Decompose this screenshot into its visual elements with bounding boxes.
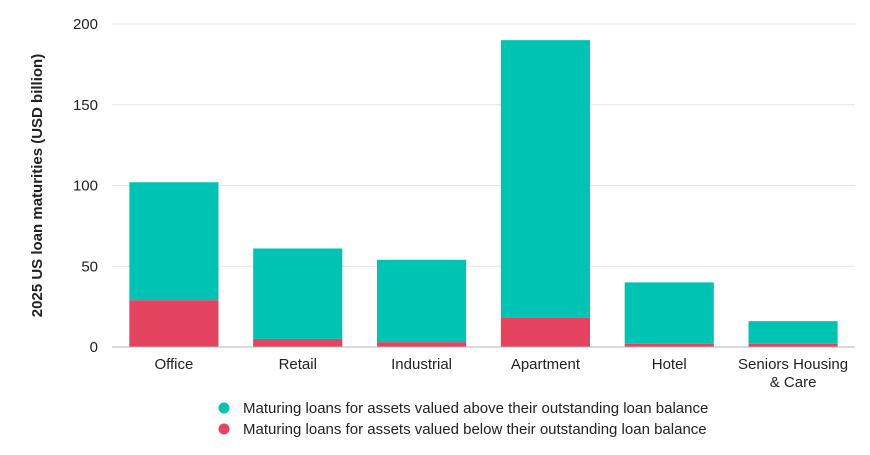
x-category-label: Seniors Housing & Care — [738, 356, 848, 391]
legend-label: Maturing loans for assets valued below t… — [243, 421, 707, 438]
bar-below-value-6 — [748, 343, 838, 347]
y-tick-label: 0 — [90, 339, 98, 356]
x-category-label: Office — [154, 356, 193, 373]
bar-below-value-4 — [500, 317, 590, 347]
x-category-label-line: Office — [154, 356, 193, 373]
bar-above-value-2 — [253, 248, 343, 339]
x-category-label: Industrial — [391, 356, 452, 373]
gridlines — [112, 23, 855, 267]
bar-below-value-1 — [129, 300, 219, 347]
x-category-label-line: Retail — [279, 356, 317, 373]
bar-below-value-2 — [253, 338, 343, 347]
x-category-label-line: Industrial — [391, 356, 452, 373]
y-tick-label: 200 — [73, 16, 98, 33]
bar-above-value-1 — [129, 182, 219, 301]
bar-below-value-3 — [377, 342, 467, 347]
bar-above-value-6 — [748, 321, 838, 344]
x-axis-categories: Office Retail Industrial Apartment Hotel Seni… — [154, 356, 848, 391]
x-category-label-line: & Care — [770, 374, 817, 391]
x-category-label-line: Seniors Housing — [738, 356, 848, 373]
bars — [129, 40, 838, 347]
bar-above-value-4 — [500, 40, 590, 318]
y-axis-ticks: 0 50 100 150 200 — [73, 16, 98, 356]
x-category-label: Hotel — [652, 356, 687, 373]
x-category-label: Retail — [279, 356, 317, 373]
legend-marker — [218, 402, 230, 414]
legend-label: Maturing loans for assets valued above t… — [243, 400, 708, 417]
x-category-label: Apartment — [511, 356, 581, 373]
y-tick-label: 50 — [81, 258, 98, 275]
bar-above-value-5 — [624, 282, 714, 344]
x-category-label-line: Apartment — [511, 356, 581, 373]
legend-marker — [218, 423, 230, 435]
bar-above-value-3 — [377, 259, 467, 343]
legend: Maturing loans for assets valued above t… — [218, 400, 708, 438]
y-tick-label: 100 — [73, 178, 98, 195]
bar-below-value-5 — [624, 343, 714, 347]
y-tick-label: 150 — [73, 97, 98, 114]
y-axis-title: 2025 US loan maturities (USD billion) — [29, 54, 46, 317]
x-category-label-line: Hotel — [652, 356, 687, 373]
